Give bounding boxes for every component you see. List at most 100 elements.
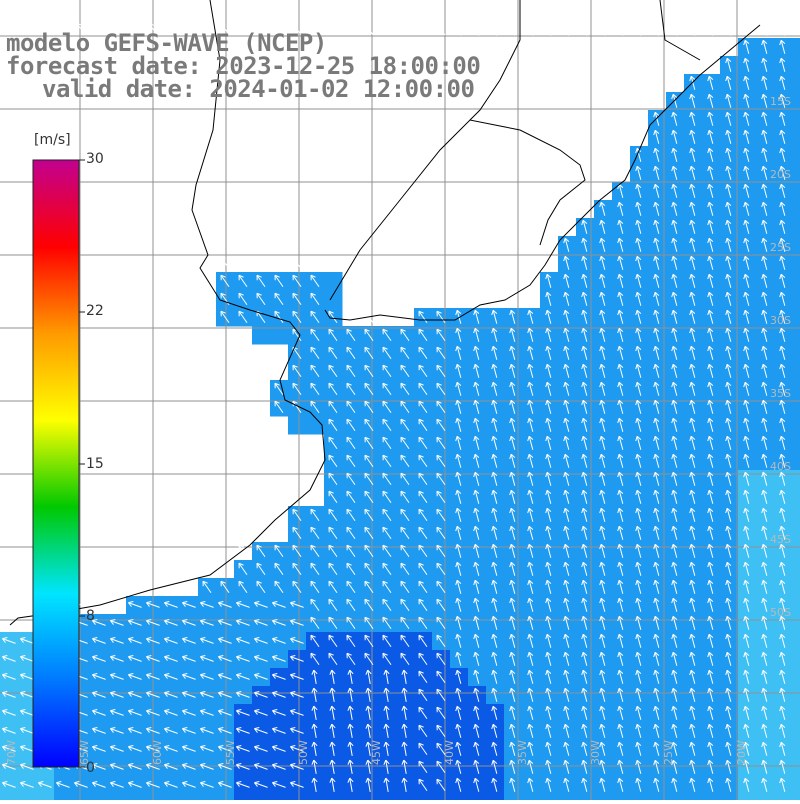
wind-arrow [275,257,283,268]
ocean-cell [792,146,800,165]
ocean-cell [792,506,800,525]
ocean-cell [558,794,577,800]
ocean-cell [450,794,469,800]
wind-arrow [221,257,229,268]
ocean-layer [0,38,800,800]
ocean-cell [18,794,37,800]
ocean-cell [792,380,800,399]
wind-arrow [654,94,659,108]
wind-arrow-head [636,130,637,135]
wind-arrow-head [546,256,547,261]
wind-arrow [780,22,785,36]
ocean-cell [792,254,800,273]
wind-arrow [744,22,749,36]
ocean-cell [792,632,800,651]
ocean-cell [108,794,127,800]
ocean-cell [324,290,343,309]
wind-arrow-head [528,292,529,297]
ocean-cell [288,794,307,800]
wind-arrow [311,257,319,268]
ocean-cell [792,416,800,435]
ocean-cell [54,794,73,800]
wind-arrow [456,22,461,36]
wind-arrow [293,257,301,268]
ocean-cell [792,236,800,255]
ocean-cell [468,794,487,800]
ocean-cell [342,794,361,800]
wind-arrow-head [708,58,709,63]
ocean-cell [198,794,217,800]
ocean-cell [720,794,739,800]
wind-arrow [275,527,283,538]
wind-arrow-head [618,22,619,27]
ocean-cell [792,722,800,741]
wind-arrow [383,23,391,34]
wind-arrow-head [92,602,97,603]
wind-arrow-head [708,22,709,27]
wind-arrow-head [528,22,529,27]
ocean-cell [684,794,703,800]
wind-arrow [203,275,211,286]
wind-arrow [419,23,427,34]
wind-arrow [437,23,445,34]
ocean-cell [504,794,523,800]
ocean-cell [738,794,757,800]
ocean-cell [792,596,800,615]
ocean-cell [486,794,505,800]
ocean-cell [792,470,800,489]
ocean-cell [792,488,800,507]
wind-arrow [239,257,247,268]
ocean-cell [792,326,800,345]
wind-arrow [401,311,409,322]
ocean-cell [792,776,800,795]
wind-arrow-head [618,166,619,171]
ocean-cell [180,794,199,800]
wind-arrow-head [726,22,727,27]
ocean-cell [234,794,253,800]
wind-arrow [329,23,337,34]
ocean-cell [162,794,181,800]
ocean-cell [72,794,91,800]
ocean-cell [792,128,800,147]
wind-arrow-head [672,22,673,27]
ocean-cell [792,650,800,669]
wind-arrow [528,22,533,36]
wind-arrow [401,23,409,34]
wind-arrow [110,602,123,608]
ocean-cell [792,182,800,201]
ocean-cell [378,794,397,800]
wind-arrow [654,22,659,36]
ocean-cell [36,794,55,800]
ocean-cell [792,704,800,723]
wind-arrow-head [636,22,637,27]
ocean-cell [792,38,800,57]
wind-arrow [636,22,641,36]
ocean-cell [324,794,343,800]
wind-arrow-head [690,22,691,27]
wind-arrow [92,602,105,608]
ocean-cell [216,794,235,800]
wind-arrow [492,22,497,36]
wind-arrow [708,22,713,36]
wind-arrow-head [456,22,457,27]
ocean-cell [792,308,800,327]
wind-arrow-head [654,22,655,27]
ocean-cell [324,272,343,291]
ocean-cell [288,416,307,435]
ocean-cell [792,344,800,363]
ocean-cell [270,326,289,345]
ocean-cell [630,794,649,800]
wind-arrow-head [582,22,583,27]
ocean-cell [792,524,800,543]
wind-arrow [618,166,623,180]
ocean-cell [612,794,631,800]
ocean-cell [792,218,800,237]
ocean-cell [396,794,415,800]
ocean-cell [666,794,685,800]
wind-arrow [474,22,479,36]
wind-arrow-head [762,22,763,27]
ocean-cell [306,794,325,800]
ocean-cell [792,578,800,597]
ocean-cell [414,794,433,800]
